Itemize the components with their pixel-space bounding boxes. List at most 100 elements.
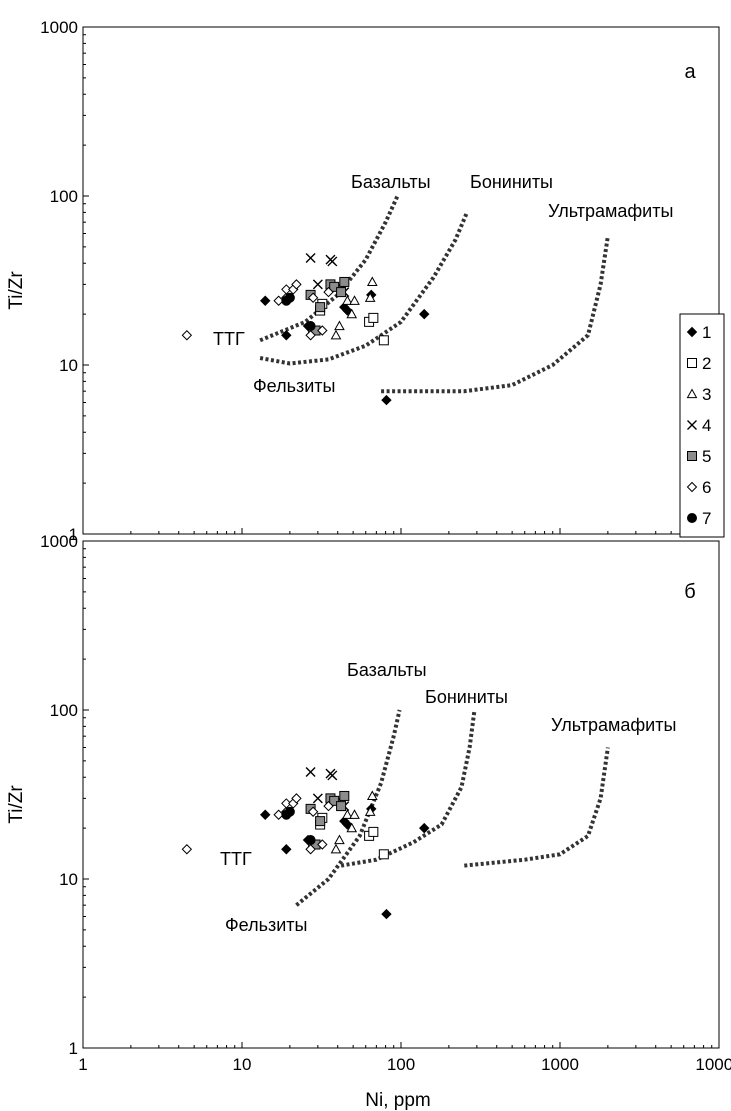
data-point-series-5 <box>329 795 340 806</box>
x-axis-title: Ni, ppm <box>365 1090 430 1111</box>
data-point-series-5 <box>329 281 340 292</box>
plot-frame <box>82 26 720 535</box>
data-point-series-1 <box>281 330 292 341</box>
boundary-curve <box>464 747 610 868</box>
panel-letter: б <box>684 581 695 603</box>
panel-b: 1 10 100 1000 1 10 100 1000 10000 Ti/Zr б Базальты Б… <box>6 532 731 1074</box>
curve-label: Базальты <box>347 660 427 680</box>
legend-label: 3 <box>702 385 711 404</box>
data-point-series-4 <box>305 252 316 263</box>
data-point-series-3 <box>330 843 342 854</box>
data-point-series-4 <box>312 279 323 290</box>
field-label: Фельзиты <box>225 915 307 935</box>
data-point-series-7 <box>284 292 295 303</box>
legend-label: 7 <box>702 509 711 528</box>
data-point-series-3 <box>364 806 376 816</box>
curve-label: Бониниты <box>470 172 553 192</box>
data-point-series-5 <box>339 790 350 801</box>
curve-label: Базальты <box>351 172 431 192</box>
legend-marker-4 <box>687 420 697 430</box>
data-point-series-1 <box>381 394 392 406</box>
legend-marker-2 <box>687 358 697 368</box>
data-point-series-4 <box>305 766 316 777</box>
data-point-series-5 <box>336 287 347 298</box>
data-point-series-2 <box>378 335 389 346</box>
data-point-series-1 <box>419 308 430 320</box>
data-point-series-6 <box>281 798 292 809</box>
legend-marker-1 <box>686 326 698 338</box>
curve-label: Ультрамафиты <box>548 201 673 221</box>
curve-label: Ультрамафиты <box>551 715 676 735</box>
data-point-series-7 <box>284 806 295 817</box>
data-point-series-6 <box>307 806 319 817</box>
data-point-series-1 <box>260 809 271 820</box>
data-point-series-5 <box>315 816 326 827</box>
data-point-series-1 <box>381 908 392 920</box>
data-point-series-3 <box>346 822 358 833</box>
data-point-series-3 <box>334 320 345 331</box>
plot-frame <box>82 540 720 1049</box>
field-label: ТТГ <box>213 329 245 349</box>
y-tick-label: 100 <box>50 187 78 206</box>
legend-marker-5 <box>687 451 697 461</box>
legend-box <box>679 313 725 538</box>
data-point-series-7 <box>305 835 316 846</box>
data-point-series-6 <box>317 325 328 336</box>
y-tick-label: 1000 <box>40 18 78 37</box>
data-point-series-3 <box>366 790 378 801</box>
x-tick-label: 1000 <box>541 1055 579 1074</box>
data-point-series-3 <box>349 809 360 819</box>
data-point-series-6 <box>291 279 302 290</box>
legend-marker-7 <box>687 513 697 523</box>
data-point-series-1 <box>281 844 292 855</box>
field-label: Фельзиты <box>253 376 335 396</box>
data-point-series-3 <box>349 295 360 305</box>
data-point-series-3 <box>364 292 376 302</box>
boundary-curve <box>381 235 610 394</box>
data-point-series-2 <box>368 312 379 323</box>
data-point-series-6 <box>307 292 319 303</box>
legend-marker-6 <box>686 481 698 493</box>
data-point-series-6 <box>305 330 316 341</box>
data-point-series-5 <box>339 276 350 287</box>
data-point-series-4 <box>327 770 338 781</box>
data-point-series-6 <box>181 330 193 341</box>
x-tick-label: 100 <box>387 1055 415 1074</box>
boundary-curve <box>259 211 469 366</box>
data-point-series-6 <box>317 839 328 850</box>
data-point-series-3 <box>334 834 345 845</box>
y-tick-label: 10 <box>59 870 78 889</box>
data-point-series-6 <box>281 284 292 295</box>
legend-label: 6 <box>702 478 711 497</box>
boundary-curve <box>340 709 477 868</box>
data-point-series-6 <box>291 793 302 804</box>
x-tick-label: 10000 <box>695 1055 731 1074</box>
y-tick-label: 1 <box>69 525 78 544</box>
y-tick-label: 1 <box>69 1039 78 1058</box>
data-point-series-2 <box>368 826 379 837</box>
x-tick-label: 1 <box>78 1055 87 1074</box>
x-tick-label: 10 <box>233 1055 252 1074</box>
data-point-series-7 <box>305 321 316 332</box>
boundary-curve <box>259 195 400 343</box>
data-point-series-1 <box>260 295 271 306</box>
data-point-series-2 <box>378 849 389 860</box>
data-point-series-6 <box>305 844 316 855</box>
y-axis-title: Ti/Zr <box>6 271 27 310</box>
data-point-series-5 <box>336 801 347 812</box>
data-point-series-3 <box>330 329 342 340</box>
data-point-series-5 <box>315 302 326 313</box>
legend-label: 2 <box>702 354 711 373</box>
y-tick-label: 10 <box>59 356 78 375</box>
legend-label: 4 <box>702 416 711 435</box>
y-axis-title: Ti/Zr <box>6 785 27 824</box>
legend-label: 1 <box>702 323 711 342</box>
data-point-series-3 <box>366 276 378 287</box>
data-point-series-4 <box>327 256 338 267</box>
y-tick-label: 100 <box>50 701 78 720</box>
panel-a: 1 10 100 1000 Ti/Zr а Базальты Бониниты Ультрама… <box>6 18 725 544</box>
data-point-series-3 <box>342 809 353 819</box>
data-point-series-3 <box>342 295 353 305</box>
data-point-series-6 <box>323 286 334 298</box>
